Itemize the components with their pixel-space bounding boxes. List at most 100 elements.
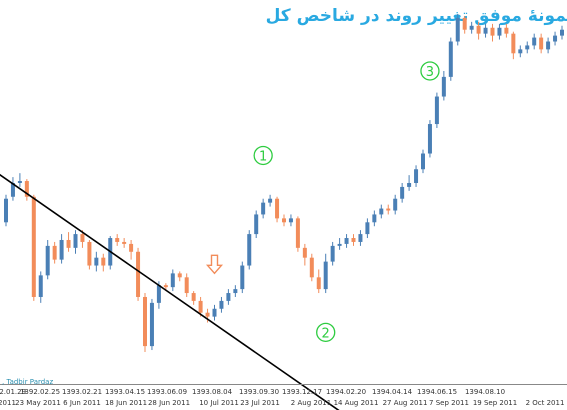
candle-up [149, 302, 154, 347]
candle-down [205, 312, 210, 317]
marker-label: 2 [322, 326, 330, 341]
candle-up [553, 35, 558, 42]
marker-label: 3 [426, 65, 434, 80]
candle-up [365, 222, 370, 235]
candle-down [198, 300, 203, 313]
candle-up [323, 261, 328, 290]
candle-down [476, 25, 481, 34]
candles-group [4, 14, 564, 352]
candle-down [115, 238, 120, 242]
trendline [0, 173, 340, 410]
x-tick-shamsi: 1394.02.20 [326, 388, 366, 396]
candle-down [143, 296, 147, 347]
candle-up [10, 183, 15, 197]
candle-up [414, 169, 419, 183]
candle-down [52, 245, 57, 260]
gregorian-ticks-group: 2011 23 May 2011 6 Jun 2011 18 Jun 2011 28 J… [0, 399, 564, 407]
x-tick-shamsi: 1393.12.17 [282, 388, 322, 396]
x-tick-gregorian: 18 Jun 2011 [105, 399, 147, 407]
candle-up [170, 273, 175, 288]
annotations-group: 1 2 3 [205, 61, 440, 342]
candle-down [511, 33, 516, 54]
candle-up [400, 186, 405, 199]
candle-down [122, 241, 127, 244]
candle-up [427, 124, 432, 154]
candle-down [386, 208, 391, 211]
candle-down [136, 251, 141, 297]
x-tick-gregorian: 23 May 2011 [15, 399, 61, 407]
x-tick-gregorian: 14 Aug 2011 [334, 399, 379, 407]
candle-down [462, 17, 467, 30]
candle-up [38, 275, 43, 297]
candle-up [379, 208, 384, 215]
candle-down [302, 247, 307, 258]
candle-up [233, 289, 238, 294]
candle-up [212, 308, 217, 317]
candle-up [261, 202, 266, 215]
trendline-group [0, 173, 340, 410]
candle-up [156, 285, 161, 303]
candle-up [497, 27, 502, 36]
candle-down [87, 241, 92, 266]
candle-up [45, 245, 50, 276]
x-tick-shamsi: 1393.08.04 [192, 388, 233, 396]
candle-down [316, 277, 321, 290]
marker-1: 1 [253, 145, 273, 166]
candle-down [539, 37, 544, 50]
candle-up [532, 37, 537, 46]
candle-up [358, 234, 363, 242]
candle-up [546, 41, 551, 50]
marker-label: 1 [259, 149, 267, 164]
marker-circle [420, 61, 440, 81]
marker-3: 3 [420, 61, 440, 81]
x-tick-shamsi: 1393.09.30 [239, 388, 279, 396]
candle-up [455, 17, 460, 42]
candle-down [129, 243, 134, 252]
candle-up [441, 76, 446, 97]
candle-up [393, 198, 398, 211]
candle-up [421, 153, 425, 170]
candle-down [309, 257, 314, 278]
x-tick-gregorian: 27 Aug 2011 [383, 399, 428, 407]
x-tick-shamsi: 1394.06.15 [417, 388, 457, 396]
watermark-text: , Tadbir Pardaz [2, 378, 54, 386]
candle-down [101, 257, 106, 266]
candle-up [94, 257, 99, 266]
candle-down [275, 198, 280, 219]
x-tick-gregorian: 23 Jul 2011 [240, 399, 280, 407]
marker-circle [316, 322, 336, 342]
x-tick-shamsi: 1393.06.09 [147, 388, 187, 396]
x-tick-shamsi: 1393.04.15 [105, 388, 145, 396]
x-tick-shamsi: 1392.02.25 [20, 388, 60, 396]
x-tick-gregorian: 2 Oct 2011 [526, 399, 565, 407]
candle-up [407, 183, 412, 187]
candle-down [177, 273, 182, 278]
candle-down [80, 234, 85, 242]
candle-down [490, 27, 495, 36]
candle-up [4, 198, 8, 223]
x-tick-shamsi: 1394.04.14 [372, 388, 413, 396]
candle-down [24, 181, 29, 197]
candle-up [560, 29, 564, 36]
candle-down [184, 277, 189, 294]
x-tick-gregorian: 7 Sep 2011 [429, 399, 469, 407]
x-tick-shamsi: 1392.01.29 [0, 388, 26, 396]
shamsi-ticks-group: 1392.01.291392.02.251393.02.211393.04.15… [0, 388, 505, 396]
candle-up [483, 27, 488, 34]
candle-up [59, 239, 64, 260]
x-tick-shamsi: 1394.08.10 [465, 388, 505, 396]
x-tick-gregorian: 28 Jun 2011 [148, 399, 190, 407]
chart-title: نمونۀ موفق تغییر روند در شاخص کل [265, 6, 567, 26]
candle-up [73, 234, 78, 248]
candle-up [448, 41, 453, 77]
candle-up [226, 293, 231, 301]
candle-up [247, 234, 252, 266]
candle-down [295, 218, 300, 248]
candle-up [372, 214, 377, 223]
candle-up [254, 214, 259, 235]
candle-down [31, 196, 36, 297]
x-tick-gregorian: 2 Aug 2011 [291, 399, 331, 407]
candle-down [351, 238, 356, 242]
x-tick-gregorian: 19 Sep 2011 [473, 399, 517, 407]
